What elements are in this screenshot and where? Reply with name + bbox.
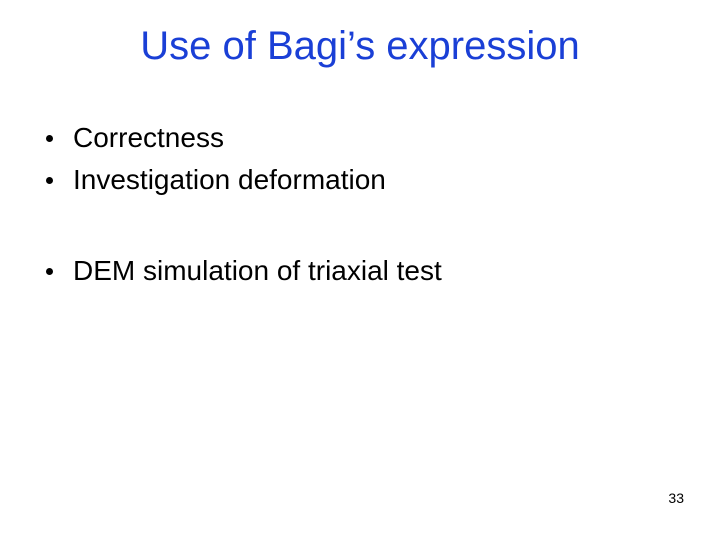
bullet-icon xyxy=(46,177,53,184)
bullet-icon xyxy=(46,135,53,142)
bullet-text: Correctness xyxy=(73,120,224,156)
bullet-list: Correctness Investigation deformation DE… xyxy=(46,120,666,295)
list-item: Investigation deformation xyxy=(46,162,666,198)
list-item: DEM simulation of triaxial test xyxy=(46,253,666,289)
slide-title: Use of Bagi’s expression xyxy=(0,24,720,69)
spacer xyxy=(46,205,666,253)
list-item: Correctness xyxy=(46,120,666,156)
bullet-text: DEM simulation of triaxial test xyxy=(73,253,442,289)
page-number: 33 xyxy=(668,490,684,506)
slide: Use of Bagi’s expression Correctness Inv… xyxy=(0,0,720,540)
bullet-icon xyxy=(46,268,53,275)
bullet-text: Investigation deformation xyxy=(73,162,386,198)
